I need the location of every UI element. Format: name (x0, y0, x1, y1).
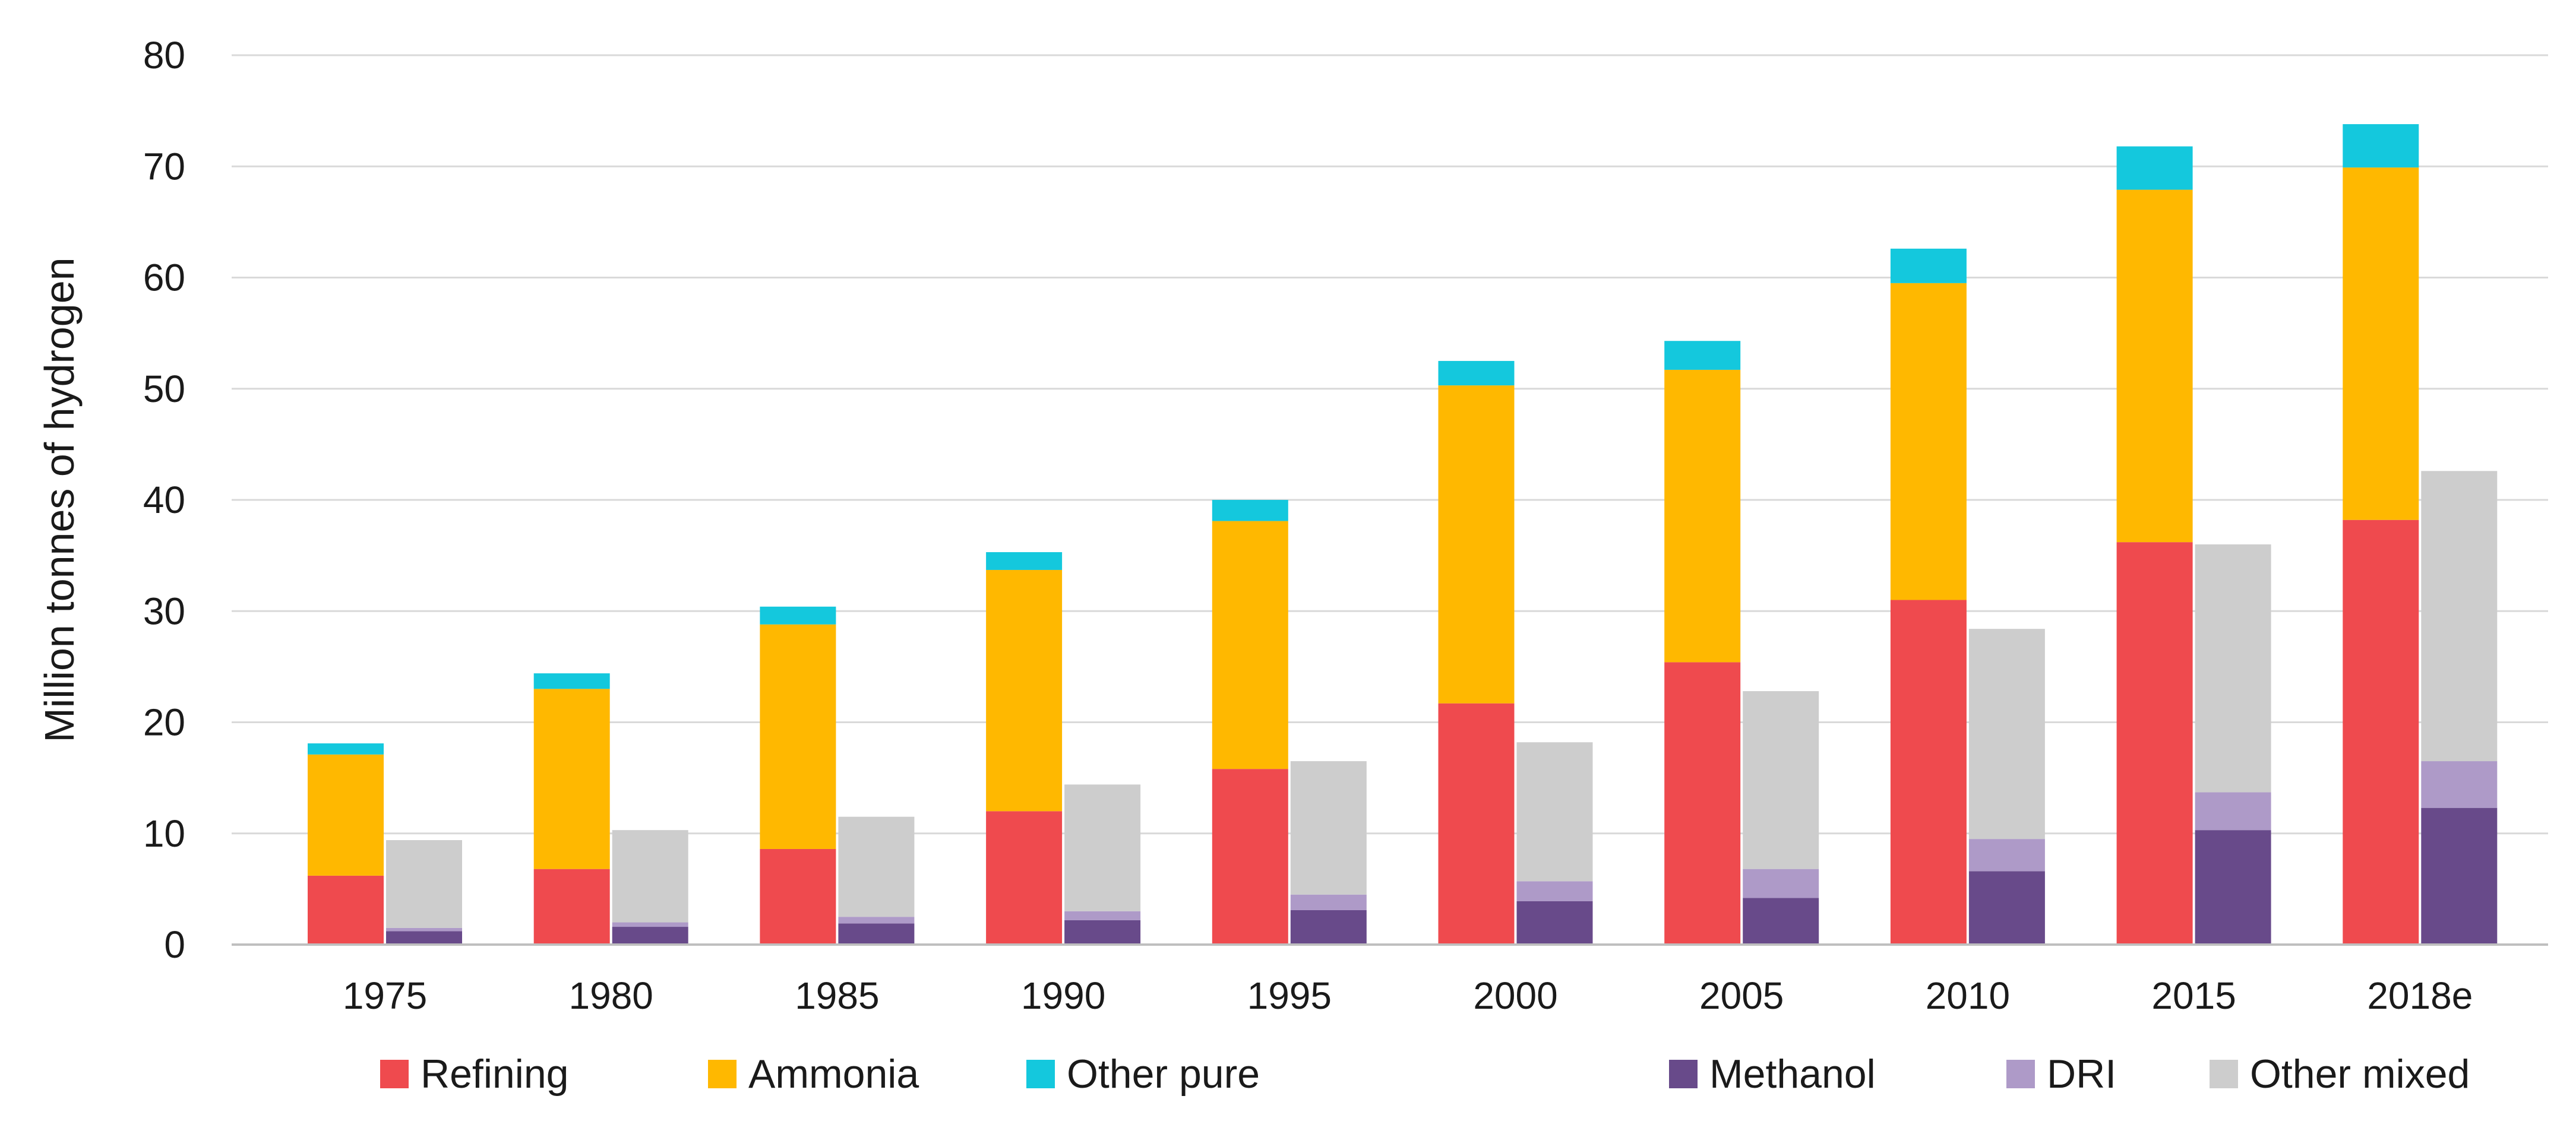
bar-ammonia-2018e (2343, 167, 2419, 520)
y-tick-label-0: 0 (164, 923, 185, 966)
bar-ammonia-1985 (760, 624, 836, 849)
x-tick-label-2000: 2000 (1473, 974, 1557, 1017)
bar-ammonia-1990 (986, 569, 1063, 812)
bar-dri-2018e (2421, 761, 2498, 808)
bar-other-pure-1975 (308, 743, 384, 755)
bar-other-mixed-1995 (1290, 761, 1367, 895)
legend-swatch-refining (380, 1060, 409, 1088)
legend-label-refining: Refining (421, 1051, 569, 1097)
x-tick-label-1985: 1985 (795, 974, 879, 1017)
bar-ammonia-2010 (1890, 283, 1967, 600)
legend-label-other-mixed: Other mixed (2250, 1051, 2470, 1097)
x-tick-label-2005: 2005 (1699, 974, 1784, 1017)
legend-swatch-ammonia (708, 1060, 737, 1088)
bar-dri-2005 (1743, 869, 1819, 898)
bar-other-pure-2015 (2116, 146, 2193, 190)
bar-dri-1995 (1290, 894, 1367, 910)
bar-dri-2010 (1968, 839, 2045, 872)
legend-label-ammonia: Ammonia (748, 1051, 919, 1097)
bar-dri-1975 (386, 927, 462, 932)
legend-label-methanol: Methanol (1709, 1051, 1876, 1097)
x-tick-label-2015: 2015 (2151, 974, 2236, 1017)
bar-ammonia-1975 (308, 754, 384, 876)
legend-swatch-dri (2006, 1060, 2035, 1088)
bar-refining-1985 (760, 848, 836, 945)
bar-methanol-2018e (2421, 807, 2498, 945)
bar-methanol-1995 (1290, 910, 1367, 945)
bar-methanol-1985 (838, 923, 915, 945)
bar-refining-1995 (1212, 769, 1288, 945)
bar-other-pure-2010 (1890, 248, 1967, 283)
bar-refining-1990 (986, 811, 1063, 945)
y-tick-label-50: 50 (143, 368, 185, 410)
x-tick-label-2010: 2010 (1926, 974, 2010, 1017)
bar-other-mixed-2005 (1743, 691, 1819, 869)
y-axis-title: Million tonnes of hydrogen (36, 257, 83, 742)
legend-swatch-methanol (1669, 1060, 1698, 1088)
y-tick-label-60: 60 (143, 256, 185, 299)
y-tick-label-40: 40 (143, 479, 185, 521)
bar-other-pure-2000 (1438, 360, 1515, 386)
x-tick-label-2018e: 2018e (2367, 974, 2473, 1017)
bar-other-pure-1980 (533, 673, 610, 689)
bar-other-mixed-1980 (612, 830, 688, 923)
bar-ammonia-1995 (1212, 521, 1288, 769)
legend-label-dri: DRI (2047, 1051, 2116, 1097)
bar-refining-1980 (533, 869, 610, 945)
bar-other-pure-1995 (1212, 500, 1288, 521)
bar-refining-2018e (2343, 520, 2419, 945)
x-tick-label-1995: 1995 (1247, 974, 1332, 1017)
bar-methanol-2015 (2195, 830, 2271, 945)
bar-other-pure-1990 (986, 552, 1063, 570)
x-tick-label-1980: 1980 (569, 974, 653, 1017)
bar-dri-1985 (838, 917, 915, 924)
y-tick-label-70: 70 (143, 145, 185, 188)
bar-refining-2010 (1890, 600, 1967, 945)
bar-ammonia-2000 (1438, 385, 1515, 704)
bar-dri-2015 (2195, 792, 2271, 831)
bar-refining-2005 (1664, 662, 1741, 945)
bar-dri-1980 (612, 922, 688, 927)
legend-swatch-other-mixed (2210, 1060, 2238, 1088)
bar-methanol-2000 (1516, 901, 1593, 945)
bar-ammonia-2005 (1664, 369, 1741, 663)
bar-other-pure-1985 (760, 606, 836, 625)
bar-other-mixed-2018e (2421, 471, 2498, 762)
bar-methanol-2005 (1743, 898, 1819, 945)
y-tick-label-20: 20 (143, 701, 185, 744)
bar-other-mixed-2000 (1516, 742, 1593, 882)
bar-refining-2015 (2116, 542, 2193, 945)
bar-other-mixed-1990 (1064, 784, 1141, 911)
x-tick-label-1990: 1990 (1021, 974, 1105, 1017)
bar-other-mixed-2010 (1968, 629, 2045, 840)
bar-methanol-2010 (1968, 871, 2045, 945)
bar-other-mixed-1975 (386, 840, 462, 928)
bar-ammonia-2015 (2116, 189, 2193, 543)
bar-methanol-1980 (612, 927, 688, 945)
bar-other-mixed-1985 (838, 816, 915, 917)
bar-methanol-1990 (1064, 920, 1141, 945)
bar-methanol-1975 (386, 931, 462, 945)
bar-other-mixed-2015 (2195, 544, 2271, 793)
legend-label-other-pure: Other pure (1067, 1051, 1260, 1097)
legend-swatch-other-pure (1026, 1060, 1055, 1088)
bar-dri-2000 (1516, 881, 1593, 901)
y-tick-label-10: 10 (143, 812, 185, 855)
y-tick-label-30: 30 (143, 590, 185, 632)
bar-dri-1990 (1064, 911, 1141, 920)
bar-other-pure-2005 (1664, 341, 1741, 370)
bar-ammonia-1980 (533, 689, 610, 869)
x-tick-label-1975: 1975 (343, 974, 427, 1017)
bar-other-pure-2018e (2343, 124, 2419, 168)
bar-refining-1975 (308, 875, 384, 945)
bar-refining-2000 (1438, 703, 1515, 945)
y-tick-label-80: 80 (143, 34, 185, 77)
